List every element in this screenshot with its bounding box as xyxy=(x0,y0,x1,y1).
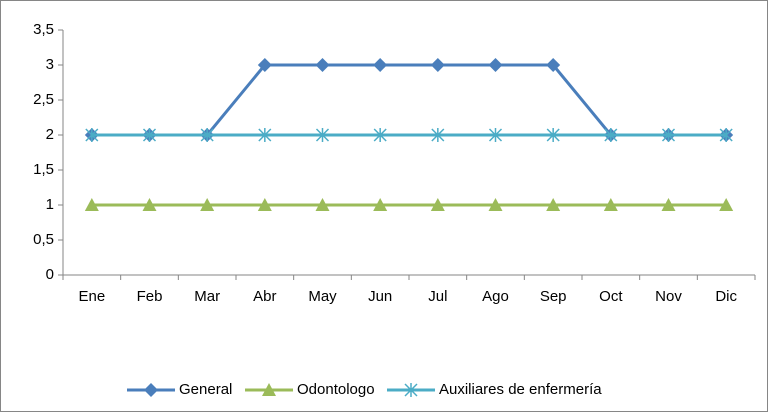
point xyxy=(315,198,330,211)
point xyxy=(488,128,503,142)
x-tick-label: Jun xyxy=(368,288,392,305)
point xyxy=(604,128,618,142)
y-tick-label: 3 xyxy=(46,56,54,73)
point xyxy=(661,198,676,211)
legend-marker xyxy=(404,383,418,397)
point xyxy=(315,128,330,142)
x-tick-label: Abr xyxy=(253,288,276,305)
point xyxy=(661,128,676,142)
x-tick-label: May xyxy=(308,288,337,305)
point xyxy=(373,198,388,211)
y-tick-label: 1 xyxy=(46,196,54,213)
legend-marker xyxy=(262,383,276,396)
point xyxy=(430,198,445,211)
x-tick-label: Jul xyxy=(428,288,447,305)
point xyxy=(430,58,445,72)
point xyxy=(84,198,99,211)
y-tick-label: 0 xyxy=(46,266,54,283)
point xyxy=(315,58,330,72)
point xyxy=(258,128,272,142)
y-tick-label: 2 xyxy=(46,126,54,143)
x-tick-label: Ene xyxy=(78,288,105,305)
x-tick-label: Ago xyxy=(482,288,509,305)
point xyxy=(142,198,157,211)
legend-label: General xyxy=(179,381,232,398)
legend-label: Odontologo xyxy=(297,381,375,398)
point xyxy=(85,128,99,142)
y-tick-label: 3,5 xyxy=(33,21,54,38)
x-tick-label: Dic xyxy=(715,288,737,305)
y-tick-label: 0,5 xyxy=(33,231,54,248)
point xyxy=(142,128,157,142)
point xyxy=(546,128,560,142)
x-tick-label: Nov xyxy=(655,288,682,305)
point xyxy=(719,198,734,211)
x-tick-label: Sep xyxy=(540,288,567,305)
point xyxy=(373,58,388,72)
point xyxy=(257,58,272,72)
point xyxy=(488,58,503,72)
y-tick-label: 2,5 xyxy=(33,91,54,108)
point xyxy=(546,58,561,72)
point xyxy=(200,128,214,142)
point xyxy=(546,198,561,211)
point xyxy=(603,198,618,211)
point xyxy=(488,198,503,211)
point xyxy=(719,128,733,142)
x-tick-label: Mar xyxy=(194,288,220,305)
legend-marker xyxy=(144,383,158,397)
point xyxy=(431,128,445,142)
x-tick-label: Oct xyxy=(599,288,623,305)
point xyxy=(257,198,272,211)
y-tick-label: 1,5 xyxy=(33,161,54,178)
point xyxy=(200,198,215,211)
point xyxy=(373,128,387,142)
legend-label: Auxiliares de enfermería xyxy=(439,381,602,398)
x-tick-label: Feb xyxy=(137,288,163,305)
